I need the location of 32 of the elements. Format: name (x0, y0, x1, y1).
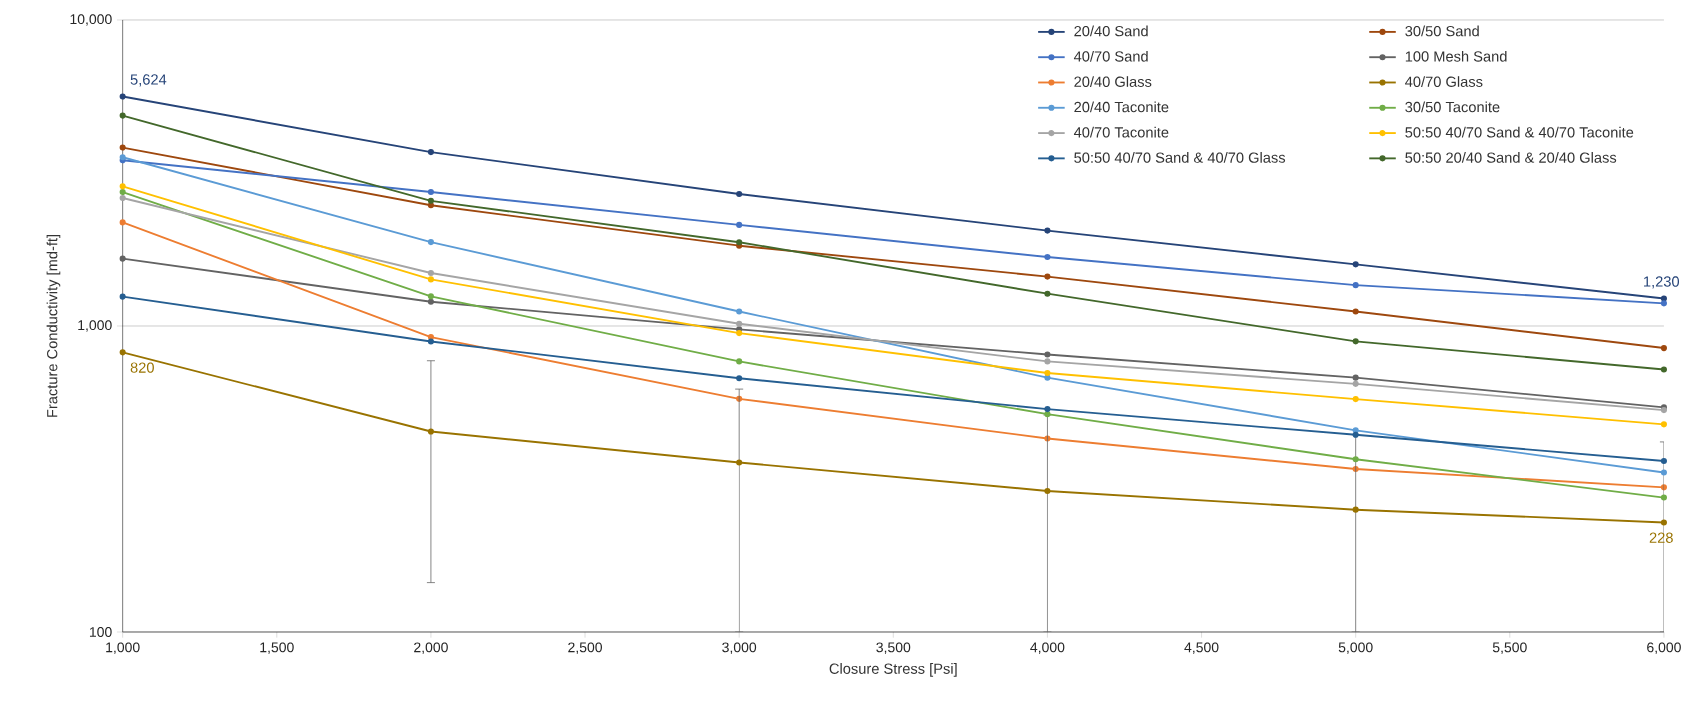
y-axis-title: Fracture Conductivity [md-ft] (46, 234, 61, 417)
legend-label: 50:50 40/70 Sand & 40/70 Taconite (1405, 126, 1634, 138)
legend-label: 30/50 Sand (1405, 25, 1479, 37)
y-tick-label: 1,000 (78, 320, 112, 332)
legend-label: 20/40 Sand (1074, 25, 1148, 37)
legend-label: 30/50 Taconite (1405, 101, 1500, 113)
legend-label: 20/40 Taconite (1074, 101, 1169, 113)
y-tick-label: 100 (89, 627, 112, 637)
data-label: 1,230 (1644, 276, 1680, 289)
legend-label: 50:50 20/40 Sand & 20/40 Glass (1405, 152, 1617, 163)
data-label: 5,624 (130, 74, 167, 87)
legend-label: 50:50 40/70 Sand & 40/70 Glass (1074, 152, 1286, 163)
x-tick-label: 4,000 (1030, 642, 1065, 654)
legend-label: 40/70 Sand (1073, 50, 1148, 62)
x-tick-label: 5,500 (1492, 642, 1527, 654)
x-tick-label: 2,500 (568, 642, 603, 654)
legend-label: 40/70 Taconite (1073, 126, 1169, 138)
x-axis-title: Closure Stress [Psi] (829, 663, 957, 677)
legend-label: 40/70 Glass (1405, 76, 1483, 87)
x-tick-label: 1,000 (106, 642, 140, 654)
data-label: 820 (130, 362, 154, 373)
x-tick-label: 6,000 (1647, 642, 1681, 654)
x-tick-label: 2,000 (414, 642, 448, 654)
x-tick-label: 1,500 (260, 642, 294, 654)
legend-label: 20/40 Glass (1074, 76, 1152, 87)
x-tick-label: 5,000 (1338, 642, 1373, 654)
y-tick-label: 10,000 (70, 14, 112, 26)
legend-label: 100 Mesh Sand (1405, 50, 1507, 62)
x-tick-label: 3,500 (876, 642, 911, 654)
data-label: 228 (1649, 532, 1673, 543)
x-tick-label: 4,500 (1184, 642, 1219, 654)
x-tick-label: 3,000 (722, 642, 757, 654)
